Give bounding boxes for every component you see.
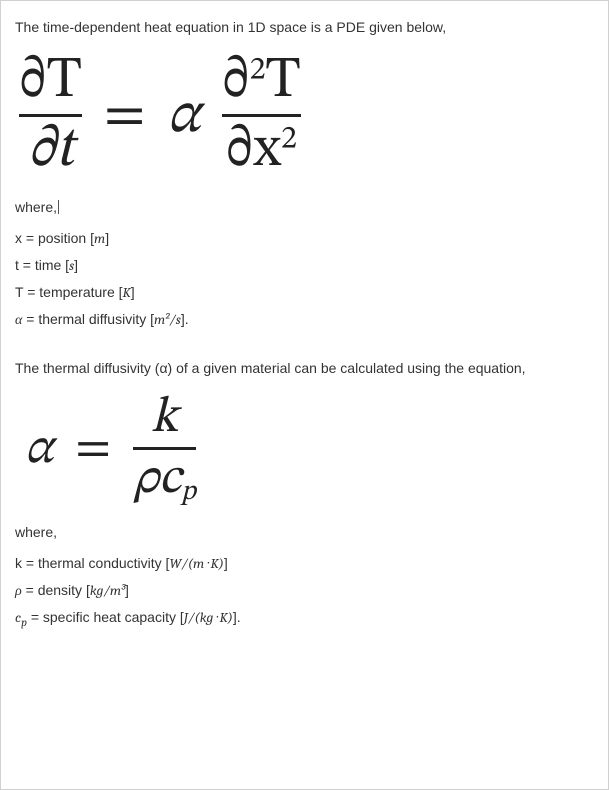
text-cursor — [58, 200, 59, 214]
close-bracket: ] — [224, 555, 228, 571]
alpha-coeff: α — [167, 87, 200, 145]
intro-paragraph: The time-dependent heat equation in 1D s… — [15, 17, 594, 38]
def-alpha: α = thermal diffusivity [m²/s]. — [15, 309, 594, 330]
lhs-fraction: ∂T ∂t — [19, 52, 82, 179]
lhs-denominator: ∂t — [27, 121, 73, 179]
def-text: = thermal conductivity [ — [22, 555, 169, 571]
def-text: = specific heat capacity [ — [27, 609, 184, 625]
exponent-2: 2 — [250, 54, 266, 86]
heat-equation: ∂T ∂t = α ∂2T ∂x2 — [19, 52, 594, 179]
fraction-bar — [19, 114, 82, 117]
fraction-bar — [133, 447, 196, 450]
def-T: T = temperature [K] — [15, 282, 594, 303]
where-text: where, — [15, 199, 57, 215]
partial-symbol: ∂ — [226, 121, 254, 179]
close-bracket: ] — [131, 284, 135, 300]
x-symbol: x — [253, 121, 281, 179]
equals-sign: = — [104, 87, 146, 145]
partial-symbol: ∂ — [222, 52, 250, 110]
def-k: k = thermal conductivity [W/(m · K)] — [15, 553, 594, 574]
close-bracket: ] — [74, 257, 78, 273]
close-bracket: ] — [105, 230, 109, 246]
T-symbol: T — [266, 52, 301, 110]
def-text: = position [ — [22, 230, 94, 246]
def-text: = density [ — [22, 582, 90, 598]
def-text: = thermal diffusivity [ — [22, 311, 154, 327]
rhs-fraction: k ρcp — [133, 393, 196, 504]
unit-JkgK: J/(kg · K) — [184, 609, 233, 626]
sym-x: x — [15, 230, 22, 246]
unit-kgm3: kg/m³ — [90, 582, 125, 599]
def-rho: ρ = density [kg/m³] — [15, 580, 594, 601]
definitions-1: x = position [m] t = time [s] T = temper… — [15, 228, 594, 330]
close-bracket: ] — [125, 582, 129, 598]
definitions-2: k = thermal conductivity [W/(m · K)] ρ =… — [15, 553, 594, 631]
rhs-numerator: ∂2T — [222, 52, 301, 110]
unit-m2s: m²/s — [154, 311, 181, 328]
unit-WmK: W/(m · K) — [169, 555, 223, 572]
document-page: The time-dependent heat equation in 1D s… — [0, 0, 609, 790]
exponent-2: 2 — [281, 123, 297, 155]
sym-rho: ρ — [15, 582, 22, 599]
rhs-denominator: ∂x2 — [226, 121, 297, 179]
alpha-lhs: α — [25, 424, 53, 474]
unit-K: K — [123, 284, 131, 301]
unit-m: m — [94, 230, 105, 247]
subscript-p: p — [181, 478, 196, 506]
close-bracket: ]. — [181, 311, 189, 327]
def-text: = time [ — [19, 257, 69, 273]
lhs-numerator: ∂T — [19, 52, 82, 110]
rho-symbol: ρ — [133, 454, 159, 504]
def-x: x = position [m] — [15, 228, 594, 249]
sym-k: k — [15, 555, 22, 571]
def-t: t = time [s] — [15, 255, 594, 276]
close-bracket: ]. — [233, 609, 241, 625]
diffusivity-equation: α = k ρcp — [25, 393, 594, 504]
diffusivity-intro: The thermal diffusivity (α) of a given m… — [15, 358, 594, 379]
equals-sign: = — [75, 424, 111, 474]
fraction-bar — [222, 114, 301, 117]
denominator-rho-cp: ρcp — [133, 454, 196, 504]
where-label-2: where, — [15, 522, 594, 543]
c-symbol: c — [159, 454, 181, 504]
where-label-1: where, — [15, 197, 594, 218]
def-text: = temperature [ — [23, 284, 122, 300]
rhs-fraction: ∂2T ∂x2 — [222, 52, 301, 179]
numerator-k: k — [151, 393, 178, 443]
def-cp: cp = specific heat capacity [J/(kg · K)]… — [15, 607, 594, 631]
